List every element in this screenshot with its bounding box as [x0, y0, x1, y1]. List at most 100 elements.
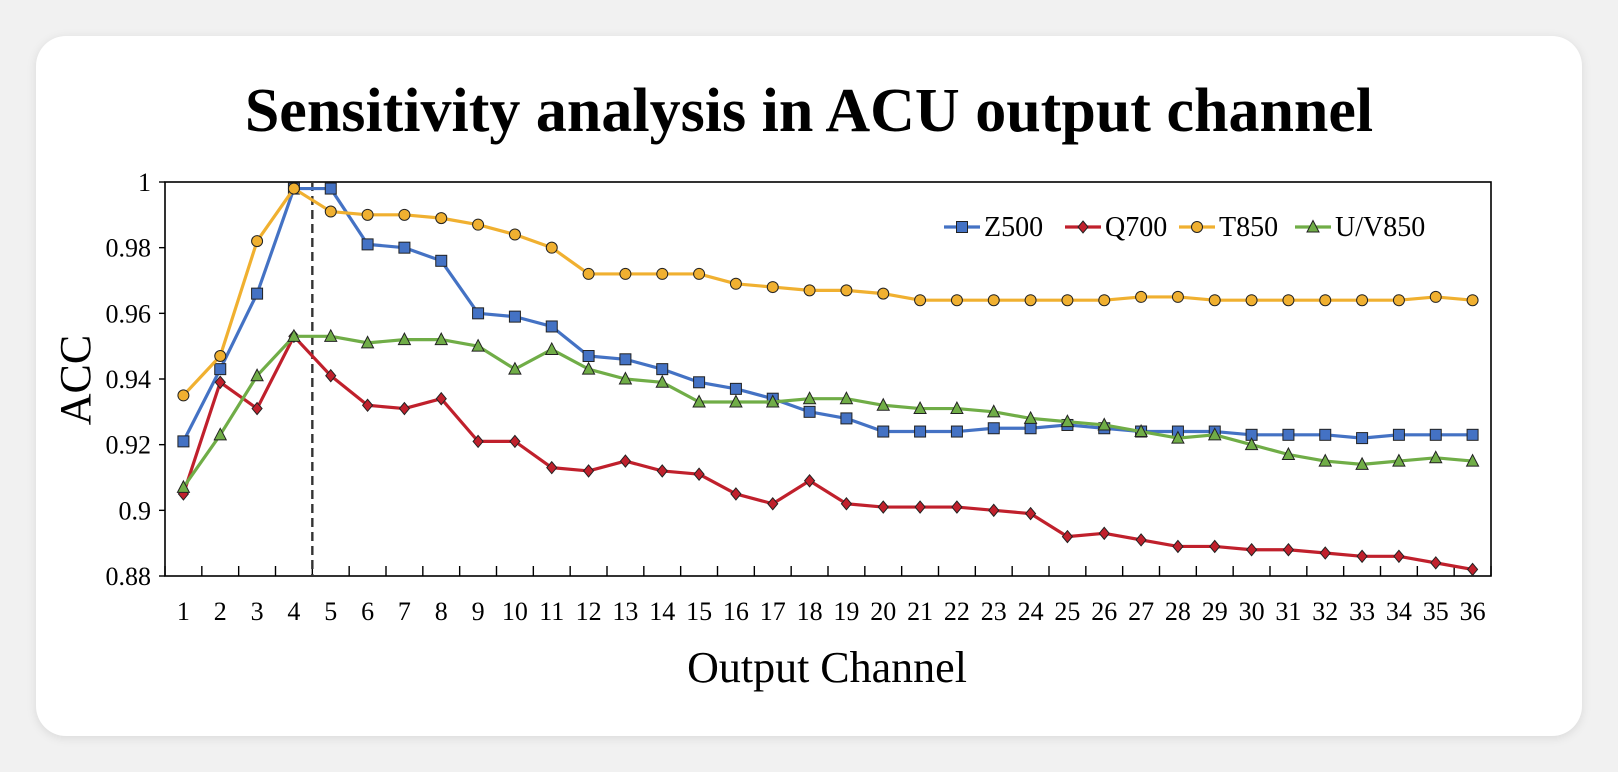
series-line-t850: [182, 186, 1473, 397]
x-tick-label: 8: [435, 597, 448, 626]
data-point-z500: [324, 182, 337, 195]
data-point-q700: [1245, 542, 1258, 557]
data-point-t850: [1282, 294, 1295, 307]
data-point-t850: [1135, 290, 1148, 303]
x-tick-label: 11: [539, 597, 564, 626]
x-tick-label: 21: [907, 597, 933, 626]
data-point-z500: [398, 241, 411, 254]
data-point-u-v850: [876, 397, 891, 411]
data-point-q700: [472, 434, 484, 449]
x-tick-label: 5: [324, 597, 337, 626]
data-point-t850: [545, 241, 558, 254]
data-point-z500: [987, 422, 1000, 435]
x-tick-label: 23: [981, 597, 1007, 626]
x-tick-label: 20: [870, 597, 896, 626]
data-point-u-v850: [1465, 453, 1480, 467]
y-tick-label: 0.98: [106, 234, 152, 263]
data-point-u-v850: [692, 394, 706, 408]
data-point-u-v850: [1428, 450, 1443, 464]
legend-item-z500: Z500: [944, 212, 1043, 243]
y-tick-label: 0.88: [106, 562, 152, 591]
x-tick-label: 15: [686, 597, 712, 626]
data-point-u-v850: [287, 328, 301, 342]
data-point-t850: [324, 205, 337, 218]
data-point-u-v850: [434, 332, 449, 346]
legend-label-u-v850: U/V850: [1335, 212, 1425, 243]
data-point-z500: [1282, 428, 1295, 441]
data-point-z500: [1392, 428, 1405, 441]
x-tick-label: 18: [797, 597, 823, 626]
data-point-z500: [1466, 428, 1479, 441]
data-point-u-v850: [950, 400, 964, 415]
y-tick-label: 0.92: [106, 431, 152, 460]
data-point-t850: [177, 389, 190, 402]
legend-marker-t850: [1191, 221, 1203, 233]
data-point-q700: [619, 454, 632, 468]
series-line-q700: [181, 334, 1473, 572]
data-point-u-v850: [655, 374, 670, 388]
x-tick-label: 32: [1312, 597, 1338, 626]
data-point-z500: [472, 307, 485, 320]
series-line-u-v850: [182, 334, 1473, 489]
x-tick-label: 28: [1165, 597, 1191, 626]
data-point-z500: [177, 435, 190, 448]
x-tick-label: 1: [177, 597, 190, 626]
data-point-z500: [1024, 422, 1037, 435]
x-tick-label: 12: [576, 597, 602, 626]
data-point-u-v850: [1318, 453, 1333, 467]
legend-item-u-v850: U/V850: [1295, 212, 1425, 243]
data-point-t850: [1245, 294, 1258, 307]
data-point-u-v850: [360, 335, 375, 349]
data-point-u-v850: [913, 400, 927, 415]
data-point-u-v850: [802, 391, 817, 405]
x-tick-label: 25: [1054, 597, 1080, 626]
data-point-t850: [1319, 294, 1332, 307]
data-point-t850: [803, 284, 816, 297]
data-point-z500: [1319, 428, 1332, 441]
x-tick-label: 6: [361, 597, 374, 626]
data-point-t850: [1061, 294, 1074, 307]
data-point-t850: [1356, 294, 1369, 307]
data-point-u-v850: [729, 394, 743, 408]
data-point-t850: [729, 277, 742, 290]
data-point-q700: [1282, 542, 1295, 557]
y-tick-label: 0.9: [119, 496, 152, 525]
x-tick-label: 26: [1091, 597, 1117, 626]
x-tick-label: 22: [944, 597, 970, 626]
chart-title: Sensitivity analysis in ACU output chann…: [244, 77, 1374, 145]
data-point-z500: [693, 376, 706, 389]
data-point-u-v850: [1060, 414, 1075, 428]
data-point-u-v850: [1171, 430, 1185, 444]
data-point-u-v850: [1355, 456, 1369, 470]
data-point-q700: [1098, 526, 1110, 541]
data-point-q700: [398, 401, 411, 416]
data-point-z500: [545, 320, 558, 333]
data-point-u-v850: [397, 332, 412, 346]
legend-label-q700: Q700: [1105, 212, 1167, 243]
legend-item-q700: Q700: [1065, 212, 1167, 243]
data-point-q700: [1430, 556, 1442, 570]
data-point-z500: [214, 363, 227, 376]
data-point-t850: [619, 267, 632, 280]
data-point-u-v850: [1281, 446, 1296, 461]
data-point-q700: [251, 401, 263, 416]
data-point-z500: [619, 353, 632, 366]
data-point-q700: [1209, 539, 1221, 554]
data-point-z500: [877, 425, 890, 438]
data-point-t850: [214, 350, 227, 363]
y-tick-label: 0.96: [106, 299, 152, 328]
data-point-q700: [1024, 506, 1037, 521]
data-point-q700: [840, 496, 853, 511]
data-point-t850: [877, 287, 890, 300]
y-tick-label: 1: [138, 168, 151, 197]
data-point-t850: [1466, 294, 1479, 307]
data-point-q700: [730, 487, 742, 501]
data-point-q700: [1172, 539, 1184, 554]
legend-marker-q700: [1077, 220, 1089, 234]
legend-label-t850: T850: [1219, 212, 1278, 243]
x-tick-label: 29: [1202, 597, 1228, 626]
data-point-u-v850: [986, 404, 1001, 418]
chart-card: [36, 36, 1582, 736]
legend-label-z500: Z500: [984, 212, 1043, 243]
data-point-u-v850: [839, 391, 854, 405]
